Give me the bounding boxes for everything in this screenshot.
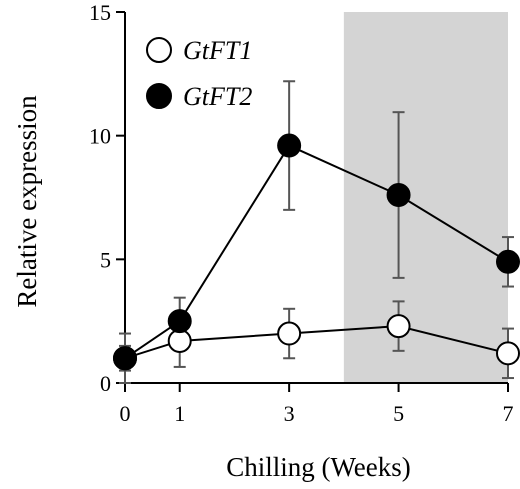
x-axis-ticks: 0 1 3 5 7 <box>120 383 514 426</box>
y-tick-label: 0 <box>100 371 111 396</box>
x-tick-label: 0 <box>120 401 131 426</box>
y-axis-title: Relative expression <box>12 95 42 308</box>
x-axis-title: Chilling (Weeks) <box>226 452 411 482</box>
shaded-region <box>343 12 508 383</box>
x-tick-label: 7 <box>503 401 514 426</box>
legend-label-gtft2: GtFT2 <box>183 82 252 111</box>
legend-marker-gtft2 <box>146 83 172 109</box>
data-point-gtft2 <box>167 309 192 334</box>
data-point-gtft1 <box>386 314 411 339</box>
series-layer <box>113 80 520 384</box>
data-point-gtft1 <box>277 321 302 346</box>
y-tick-label: 15 <box>89 0 111 25</box>
data-point-gtft1 <box>167 328 192 353</box>
data-point-gtft2 <box>277 133 302 158</box>
x-tick-label: 5 <box>393 401 404 426</box>
y-tick-label: 5 <box>100 247 111 272</box>
legend-label-gtft1: GtFT1 <box>183 36 252 65</box>
data-point-gtft2 <box>496 249 520 274</box>
x-tick-label: 3 <box>284 401 295 426</box>
shaded-region-layer <box>343 12 508 383</box>
legend: GtFT1 GtFT2 <box>146 36 252 111</box>
axes-layer <box>124 12 508 384</box>
legend-marker-gtft1 <box>146 37 172 63</box>
data-point-gtft2 <box>386 183 411 208</box>
data-point-gtft2 <box>113 346 137 371</box>
data-point-gtft1 <box>496 341 520 366</box>
y-tick-label: 10 <box>89 124 111 149</box>
x-tick-label: 1 <box>174 401 185 426</box>
y-axis-ticks: 0 5 10 15 <box>89 0 125 396</box>
